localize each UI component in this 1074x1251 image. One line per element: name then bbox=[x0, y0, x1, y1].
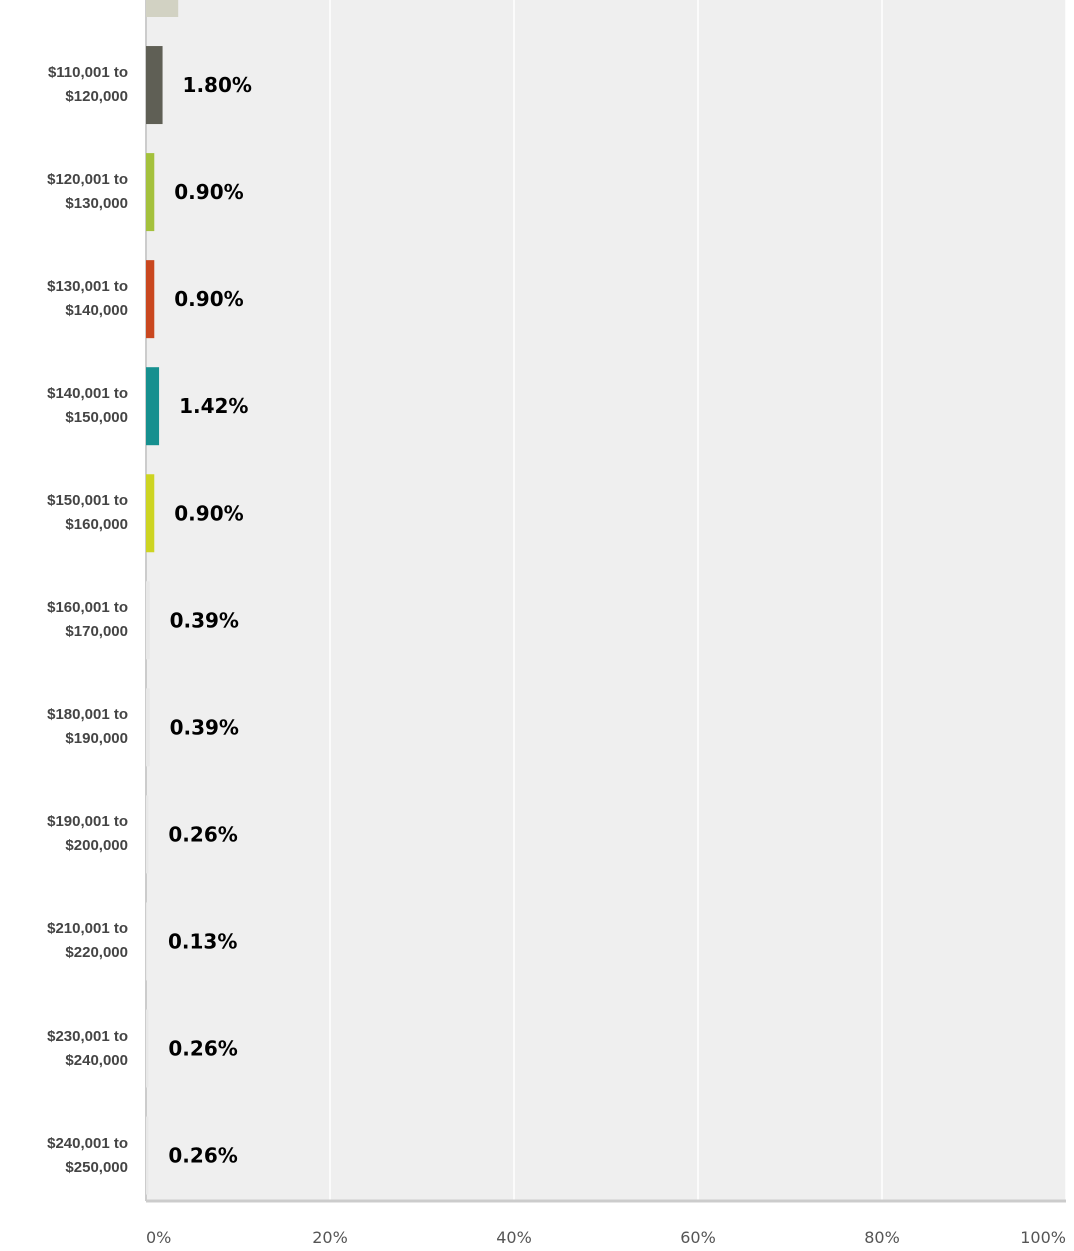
category-label: $120,001 to $130,000 bbox=[47, 171, 128, 213]
category-label: $240,001 to $250,000 bbox=[47, 1134, 128, 1176]
bar bbox=[146, 153, 155, 232]
category-label: $230,001 to $240,000 bbox=[47, 1027, 128, 1069]
bar bbox=[146, 902, 148, 981]
x-tick-label: 80% bbox=[864, 1228, 900, 1247]
bar bbox=[146, 367, 160, 446]
value-label: 1.42% bbox=[179, 394, 248, 418]
bar bbox=[146, 1009, 149, 1088]
value-label: 0.39% bbox=[170, 608, 239, 632]
x-tick-label: 60% bbox=[680, 1228, 716, 1247]
plot-background bbox=[146, 0, 1066, 1201]
value-label: 1.80% bbox=[183, 73, 252, 97]
value-label: 0.26% bbox=[168, 822, 237, 846]
value-label: 0.13% bbox=[168, 929, 237, 953]
value-label: 0.90% bbox=[174, 287, 243, 311]
bar bbox=[146, 795, 149, 874]
category-label: $130,001 to $140,000 bbox=[47, 278, 128, 320]
category-label: $110,001 to $120,000 bbox=[47, 64, 128, 106]
bar bbox=[146, 46, 163, 125]
category-label: $190,001 to $200,000 bbox=[47, 813, 128, 855]
bar bbox=[146, 688, 150, 767]
value-label: 0.26% bbox=[168, 1037, 237, 1061]
value-label: 0.90% bbox=[174, 180, 243, 204]
bar bbox=[146, 260, 155, 339]
x-tick-label: 100% bbox=[1020, 1228, 1066, 1247]
category-label: $140,001 to $150,000 bbox=[47, 385, 128, 427]
value-label: 0.39% bbox=[170, 715, 239, 739]
bar bbox=[146, 581, 150, 660]
bar bbox=[146, 0, 179, 17]
category-label: $210,001 to $220,000 bbox=[47, 920, 128, 962]
bar bbox=[146, 474, 155, 553]
value-label: 0.26% bbox=[168, 1144, 237, 1168]
category-label: $160,001 to $170,000 bbox=[47, 599, 128, 641]
bar bbox=[146, 1116, 149, 1195]
category-label: $150,001 to $160,000 bbox=[47, 492, 128, 534]
category-label: $180,001 to $190,000 bbox=[47, 706, 128, 748]
x-tick-label: 40% bbox=[496, 1228, 532, 1247]
value-label: 0.90% bbox=[174, 501, 243, 525]
x-tick-label: 20% bbox=[312, 1228, 348, 1247]
x-tick-label: 0% bbox=[146, 1228, 171, 1247]
